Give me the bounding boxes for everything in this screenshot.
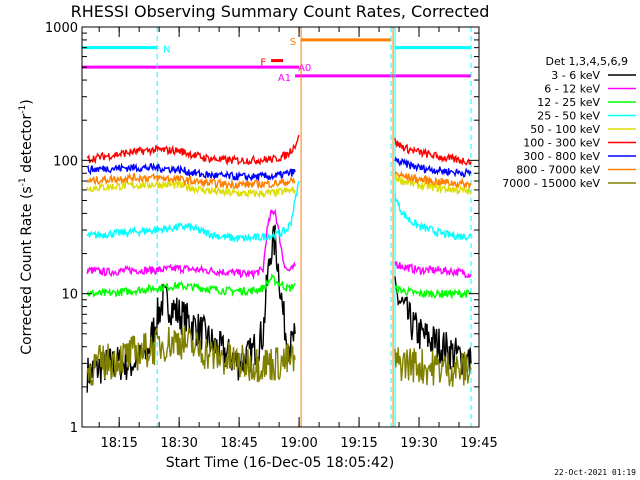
legend-header: Det 1,3,4,5,6,9 — [545, 55, 628, 68]
series-lines — [86, 134, 472, 393]
flag-label: N — [163, 45, 170, 56]
y-tick-label: 1000 — [45, 21, 78, 36]
flag-label: S — [290, 37, 296, 48]
series-line — [86, 180, 300, 243]
x-tick-label: 19:00 — [280, 436, 317, 451]
series-line — [86, 208, 296, 280]
x-axis: 18:15 18:30 18:45 19:00 19:15 19:30 19:45 — [98, 27, 498, 451]
footer-date: 22-Oct-2021 01:19 — [554, 468, 636, 477]
y-tick-label: 10 — [61, 288, 78, 303]
series-line — [86, 134, 300, 166]
series-line — [394, 173, 472, 196]
legend-entry-label: 50 - 100 keV — [530, 123, 600, 136]
plot-frame — [81, 26, 480, 428]
legend-entry-label: 300 - 800 keV — [523, 150, 600, 163]
y-axis-label-sup1: -1 — [18, 177, 28, 186]
x-tick-label: 18:30 — [160, 436, 197, 451]
y-axis-label-end: ) — [19, 99, 35, 104]
series-line — [394, 193, 472, 242]
y-axis-label-mid: detector — [19, 114, 35, 178]
flag-bars: N F S A0 A1 — [82, 37, 472, 84]
legend-entry-label: 800 - 7000 keV — [516, 164, 600, 177]
flag-label: A0 — [298, 63, 311, 74]
legend-entry-label: 12 - 25 keV — [537, 96, 600, 109]
series-line — [394, 260, 472, 279]
y-axis-label-main: Corrected Count Rate (s — [19, 186, 35, 354]
x-tick-label: 18:15 — [100, 436, 137, 451]
x-tick-label: 19:15 — [340, 436, 377, 451]
legend-entry-label: 7000 - 15000 keV — [502, 177, 600, 190]
y-axis-label: Corrected Count Rate (s-1 detector-1) — [18, 99, 35, 354]
legend-entry-label: 100 - 300 keV — [523, 137, 600, 150]
x-axis-label: Start Time (16-Dec-05 18:05:42) — [166, 455, 394, 471]
x-tick-label: 19:30 — [400, 436, 437, 451]
series-line — [86, 172, 296, 190]
series-line — [86, 179, 296, 199]
series-line — [394, 137, 472, 166]
series-line — [394, 284, 472, 300]
y-tick-label: 1 — [70, 421, 78, 436]
chart-title: RHESSI Observing Summary Count Rates, Co… — [71, 2, 490, 21]
legend-entry-label: 6 - 12 keV — [544, 83, 600, 96]
flag-label: A1 — [278, 73, 291, 84]
series-line — [394, 156, 472, 178]
legend-entry-label: 3 - 6 keV — [551, 69, 600, 82]
x-tick-label: 18:45 — [220, 436, 257, 451]
series-line — [394, 276, 472, 375]
series-line — [394, 347, 472, 388]
y-axis-label-sup2: -1 — [18, 105, 28, 114]
flag-label: F — [260, 58, 266, 69]
y-tick-label: 100 — [53, 154, 78, 169]
series-line — [86, 273, 296, 298]
series-line — [86, 325, 296, 386]
y-axis: 1 10 100 1000 — [45, 21, 479, 436]
x-tick-label: 19:45 — [460, 436, 497, 451]
series-line — [394, 170, 472, 189]
legend-entry-label: 25 - 50 keV — [537, 110, 600, 123]
series-line — [86, 162, 296, 183]
